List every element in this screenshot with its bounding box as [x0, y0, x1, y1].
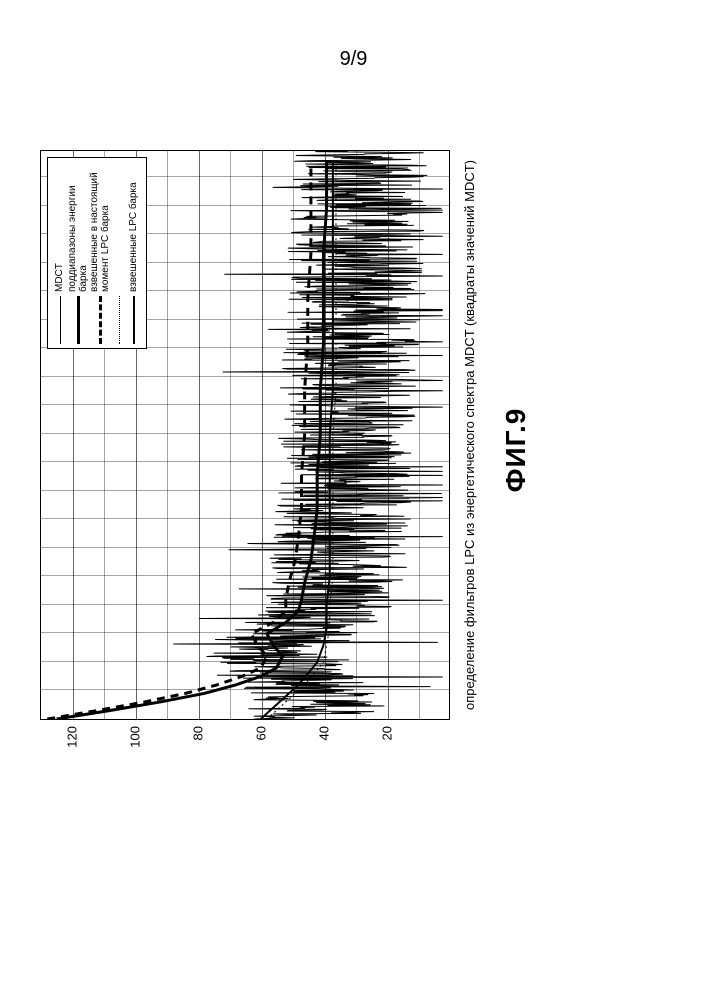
ytick-label: 80 — [190, 726, 205, 768]
ytick-label: 120 — [64, 726, 79, 768]
chart: MDCTподдиапазоны энергии баркавзвешенные… — [30, 130, 550, 770]
ytick-label: 20 — [379, 726, 394, 768]
ytick-label: 60 — [253, 726, 268, 768]
page: 9/9 MDCTподдиапазоны энергии баркавзвеше… — [0, 0, 707, 1000]
ytick-label: 100 — [127, 726, 142, 768]
figure-container: MDCTподдиапазоны энергии баркавзвешенные… — [30, 130, 550, 770]
page-number: 9/9 — [0, 48, 707, 71]
ytick-label: 40 — [316, 726, 331, 768]
